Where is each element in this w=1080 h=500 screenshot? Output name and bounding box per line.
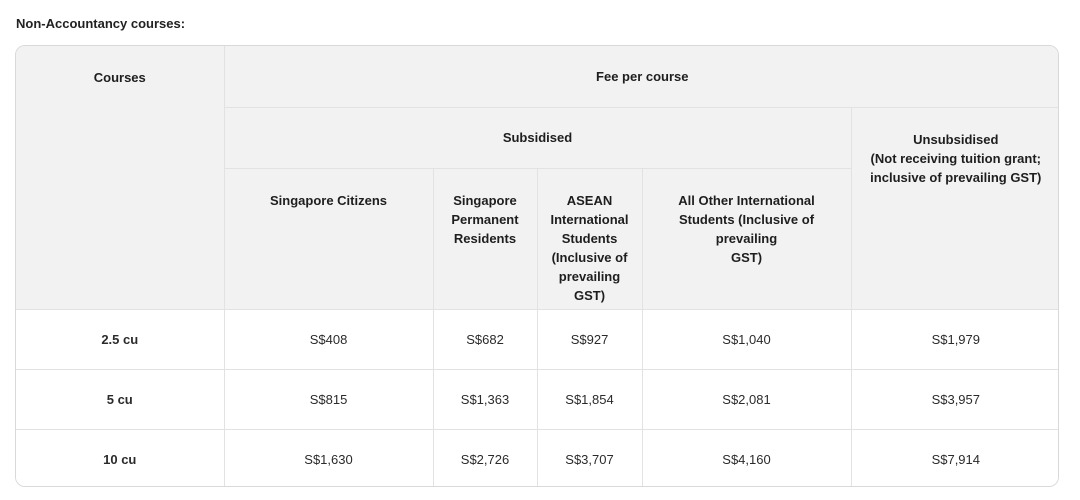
header-singapore-pr-line1: Singapore [453,192,517,208]
header-asean-line5: prevailing GST) [558,268,621,303]
fee-cell-other-international: S$2,081 [641,368,852,430]
fee-cell-singapore-citizens: S$815 [223,368,434,430]
header-asean: ASEAN International Students (Inclusive … [536,167,643,310]
table-row: 5 cu S$815 S$1,363 S$1,854 S$2,081 S$3,9… [16,368,1058,430]
fee-cell-singapore-pr: S$682 [432,308,538,370]
header-unsubsidised-line2: (Not receiving tuition grant; [870,150,1041,166]
fee-table: Courses Fee per course Subsidised Unsubs… [16,46,1058,486]
header-other-intl-line1: All Other International [678,192,815,208]
header-unsubsidised-line3: inclusive of prevailing GST) [870,169,1042,185]
fee-cell-asean: S$3,707 [536,428,643,486]
fee-table-container: Courses Fee per course Subsidised Unsubs… [15,45,1059,487]
header-singapore-citizens: Singapore Citizens [224,167,434,310]
fee-cell-asean: S$927 [536,308,643,370]
header-courses: Courses [16,46,225,310]
table-row: 10 cu S$1,630 S$2,726 S$3,707 S$4,160 S$… [16,428,1058,486]
fee-cell-asean: S$1,854 [536,368,643,430]
fee-cell-unsubsidised: S$1,979 [850,308,1058,370]
header-other-international: All Other International Students (Inclus… [641,167,851,310]
table-row: 2.5 cu S$408 S$682 S$927 S$1,040 S$1,979 [16,308,1058,370]
header-fee-per-course: Fee per course [223,46,1058,108]
header-asean-line4: (Inclusive of [551,249,628,265]
header-asean-line1: ASEAN [566,192,613,208]
header-other-intl-line3: GST) [730,249,763,265]
fee-cell-singapore-pr: S$1,363 [432,368,538,430]
fee-cell-unsubsidised: S$7,914 [850,428,1058,486]
header-singapore-pr-line3: Residents [453,230,517,246]
fee-cell-other-international: S$4,160 [641,428,852,486]
header-subsidised: Subsidised [224,106,852,169]
fee-cell-singapore-citizens: S$1,630 [223,428,434,486]
course-cell: 2.5 cu [16,308,225,370]
header-singapore-pr: Singapore Permanent Residents [432,167,538,310]
fee-cell-other-international: S$1,040 [641,308,852,370]
course-cell: 10 cu [16,428,225,486]
header-unsubsidised: Unsubsidised (Not receiving tuition gran… [850,106,1058,310]
header-asean-line2: International [550,211,629,227]
fee-cell-singapore-citizens: S$408 [223,308,434,370]
fee-cell-unsubsidised: S$3,957 [850,368,1058,430]
header-other-intl-line2: Students (Inclusive of prevailing [678,211,815,246]
header-unsubsidised-line1: Unsubsidised [913,131,999,147]
header-asean-line3: Students [561,230,618,246]
course-cell: 5 cu [16,368,225,430]
section-heading: Non-Accountancy courses: [16,16,186,31]
fee-cell-singapore-pr: S$2,726 [432,428,538,486]
header-singapore-pr-line2: Permanent [451,211,519,227]
